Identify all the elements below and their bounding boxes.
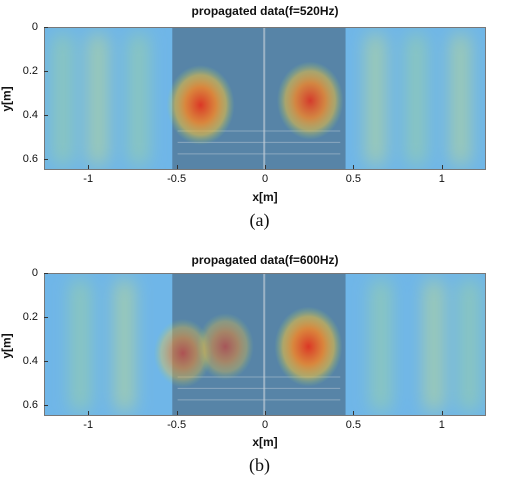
y-tick-mark — [44, 71, 48, 72]
x-tick-mark — [176, 165, 178, 169]
x-tick-mark — [265, 411, 266, 415]
x-tick-label: -0.5 — [167, 173, 187, 185]
x-tick-mark — [353, 165, 355, 169]
x-tick-mark — [176, 411, 178, 415]
wave-stripe — [424, 279, 443, 412]
wave-stripe — [366, 33, 385, 166]
x-tick-label: -0.5 — [167, 419, 187, 431]
y-tick-mark — [44, 317, 48, 318]
x-tick-mark — [265, 165, 266, 169]
intensity-hotspot — [153, 318, 213, 388]
wave-stripe — [71, 279, 90, 412]
y-tick-label: 0.4 — [22, 355, 38, 367]
wave-stripe — [89, 33, 108, 166]
y-tick-mark — [44, 27, 48, 28]
x-tick-label: 0.5 — [345, 173, 362, 185]
y-tick-label: 0 — [31, 267, 38, 279]
wave-pattern — [71, 279, 479, 412]
x-tick-label: 1 — [438, 173, 445, 185]
y-tick-mark — [44, 405, 48, 406]
subfigure-caption: (a) — [249, 210, 270, 230]
wave-stripe — [407, 33, 426, 166]
wave-stripe — [115, 279, 134, 412]
x-tick-mark — [441, 165, 443, 169]
y-tick-mark — [44, 115, 48, 116]
x-axis-label: x[m] — [252, 190, 278, 204]
subfigure-caption: (b) — [249, 455, 270, 475]
y-tick-mark — [44, 361, 48, 362]
x-tick-mark — [88, 165, 90, 169]
x-tick-label: 1 — [438, 419, 445, 431]
x-tick-label: -1 — [83, 173, 94, 185]
y-tick-label: 0.6 — [22, 153, 38, 165]
intensity-hotspot — [166, 65, 235, 145]
figure-panel-b: propagated data(f=600Hz) y[m] x[m] (b) 0… — [0, 247, 519, 485]
y-tick-label: 0.2 — [22, 311, 38, 323]
wave-stripe — [371, 279, 390, 412]
intensity-hotspot — [274, 306, 343, 387]
y-axis-label: y[m] — [0, 86, 14, 112]
y-tick-label: 0 — [31, 21, 38, 33]
y-tick-label: 0.4 — [22, 109, 38, 121]
x-tick-label: 0.5 — [345, 419, 362, 431]
wave-stripe — [129, 33, 148, 166]
wave-stripe — [53, 33, 72, 166]
y-axis-label: y[m] — [0, 333, 14, 359]
wave-stripe — [451, 33, 470, 166]
x-tick-label: 0 — [261, 173, 269, 185]
heatmap-plot — [44, 273, 486, 416]
x-axis-label: x[m] — [252, 435, 278, 449]
y-tick-label: 0.2 — [22, 65, 38, 77]
x-tick-mark — [353, 411, 355, 415]
plot-title: propagated data(f=600Hz) — [191, 253, 339, 267]
heatmap-plot — [44, 27, 486, 170]
y-tick-mark — [44, 159, 48, 160]
x-tick-mark — [88, 411, 90, 415]
heatmap-svg — [45, 274, 485, 415]
figure-panel-a: propagated data(f=520Hz) y[m] x[m] (a) 0… — [0, 0, 519, 242]
wave-pattern — [53, 33, 470, 166]
intensity-hotspot — [196, 313, 254, 381]
wave-stripe — [460, 279, 479, 412]
y-tick-mark — [44, 273, 48, 274]
x-tick-label: -1 — [83, 419, 94, 431]
intensity-hotspot — [276, 61, 344, 140]
x-tick-mark — [441, 411, 443, 415]
x-tick-label: 0 — [261, 419, 269, 431]
heatmap-svg — [45, 28, 485, 169]
y-tick-label: 0.6 — [22, 399, 38, 411]
plot-title: propagated data(f=520Hz) — [191, 4, 339, 18]
